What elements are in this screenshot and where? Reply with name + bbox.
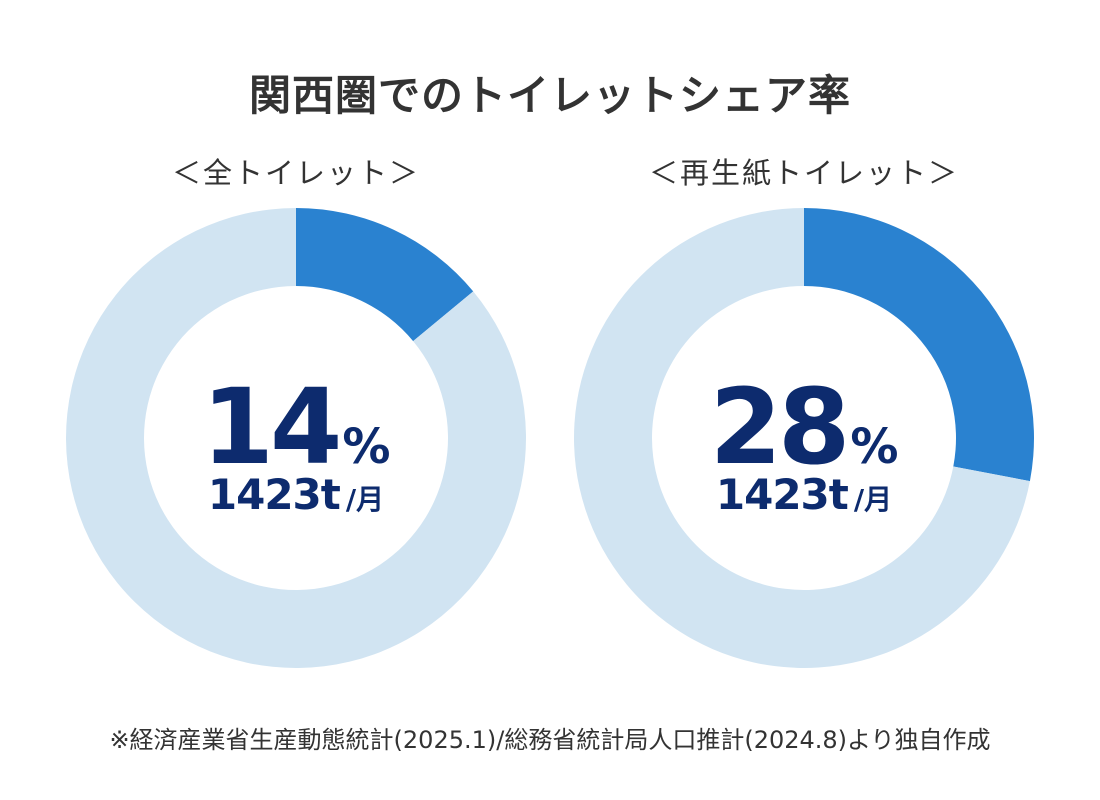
chart-panel-all-toilet: ＜全トイレット＞ 14% 1423t/月 <box>36 140 556 680</box>
percent-sign: % <box>342 419 391 475</box>
amount-unit: /月 <box>853 483 893 516</box>
donut-chart <box>66 208 526 668</box>
donut-slice-remainder <box>66 208 526 668</box>
chart-panel-recycled-toilet: ＜再生紙トイレット＞ 28% 1423t/月 <box>544 140 1064 680</box>
percentage-label: 28% <box>574 366 1034 488</box>
donut-center: 14% 1423t/月 <box>66 208 526 668</box>
amount-value: 1423t <box>207 470 341 519</box>
amount-value: 1423t <box>715 470 849 519</box>
percentage-value: 14 <box>201 366 343 488</box>
chart-title: 関西圏でのトイレットシェア率 <box>248 71 851 120</box>
percentage-label: 14% <box>66 366 526 488</box>
donut-center: 28% 1423t/月 <box>574 208 1034 668</box>
donut-slice-share <box>804 208 1034 482</box>
donut-slice-remainder <box>574 208 1030 668</box>
percent-sign: % <box>850 419 899 475</box>
panel-subtitle: ＜再生紙トイレット＞ <box>648 156 959 190</box>
percentage-value: 28 <box>709 366 851 488</box>
donut-slice-share <box>296 208 474 342</box>
panel-subtitle: ＜全トイレット＞ <box>171 156 420 190</box>
donut-chart <box>574 208 1034 668</box>
amount-label: 1423t/月 <box>574 470 1034 519</box>
amount-label: 1423t/月 <box>66 470 526 519</box>
source-footnote: ※経済産業省生産動態統計(2025.1)/総務省統計局人口推計(2024.8)よ… <box>109 726 991 754</box>
amount-unit: /月 <box>345 483 385 516</box>
